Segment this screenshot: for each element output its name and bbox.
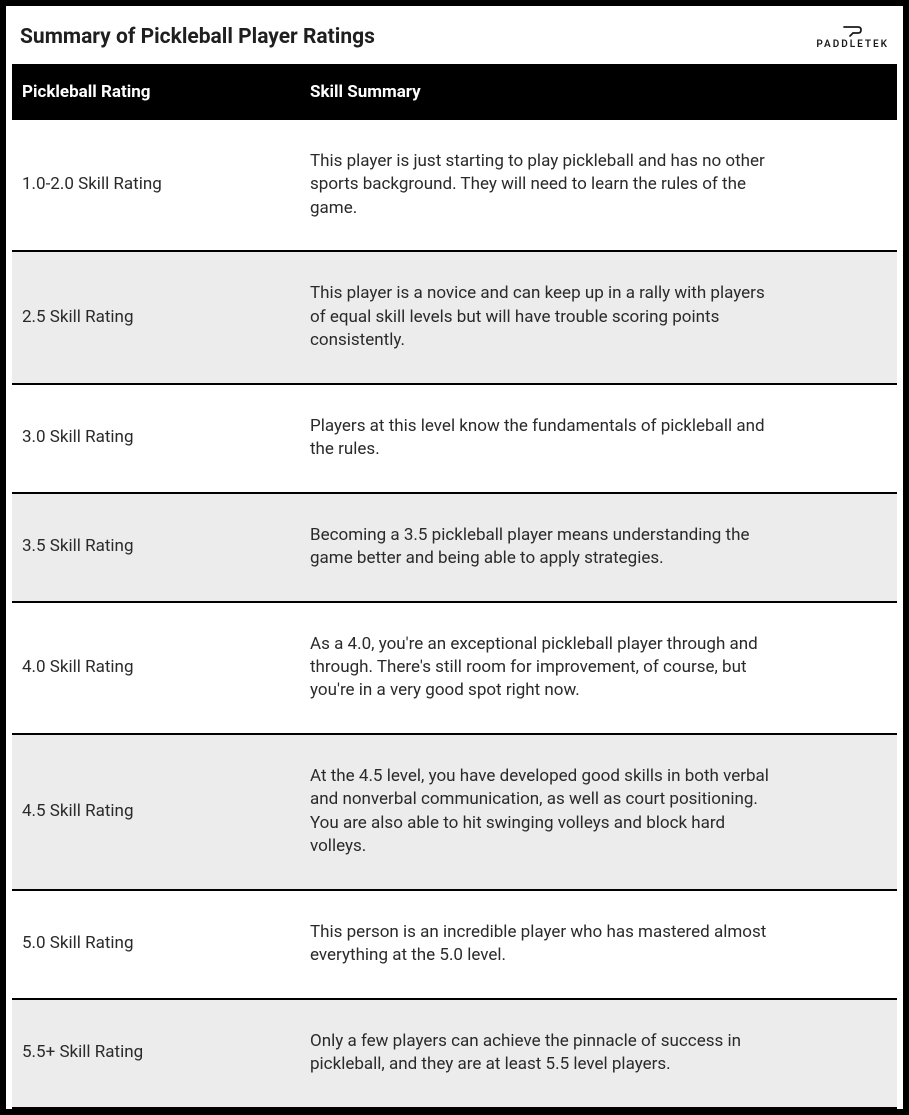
rating-cell: 2.5 Skill Rating xyxy=(12,251,300,383)
paddletek-icon xyxy=(843,24,863,38)
col-header-summary: Skill Summary xyxy=(300,64,897,120)
rating-cell: 3.0 Skill Rating xyxy=(12,384,300,493)
table-row: 5.0 Skill Rating This person is an incre… xyxy=(12,890,897,999)
summary-cell: This person is an incredible player who … xyxy=(300,890,897,999)
ratings-table: Pickleball Rating Skill Summary 1.0-2.0 … xyxy=(12,64,897,1109)
rating-cell: 4.0 Skill Rating xyxy=(12,602,300,734)
rating-cell: 3.5 Skill Rating xyxy=(12,493,300,602)
table-row: 4.5 Skill Rating At the 4.5 level, you h… xyxy=(12,734,897,890)
summary-cell: Becoming a 3.5 pickleball player means u… xyxy=(300,493,897,602)
table-row: 4.0 Skill Rating As a 4.0, you're an exc… xyxy=(12,602,897,734)
rating-cell: 5.0 Skill Rating xyxy=(12,890,300,999)
summary-cell: Only a few players can achieve the pinna… xyxy=(300,999,897,1108)
summary-cell: Players at this level know the fundament… xyxy=(300,384,897,493)
table-row: 3.0 Skill Rating Players at this level k… xyxy=(12,384,897,493)
summary-cell: This player is just starting to play pic… xyxy=(300,120,897,251)
table-row: 5.5+ Skill Rating Only a few players can… xyxy=(12,999,897,1108)
header-row: Summary of Pickleball Player Ratings PAD… xyxy=(6,6,903,64)
table-row: 3.5 Skill Rating Becoming a 3.5 pickleba… xyxy=(12,493,897,602)
brand-logo: PADDLETEK xyxy=(816,24,889,50)
rating-cell: 5.5+ Skill Rating xyxy=(12,999,300,1108)
table-row: 1.0-2.0 Skill Rating This player is just… xyxy=(12,120,897,251)
table-row: 2.5 Skill Rating This player is a novice… xyxy=(12,251,897,383)
table-header-row: Pickleball Rating Skill Summary xyxy=(12,64,897,120)
summary-cell: As a 4.0, you're an exceptional pickleba… xyxy=(300,602,897,734)
summary-cell: This player is a novice and can keep up … xyxy=(300,251,897,383)
rating-cell: 1.0-2.0 Skill Rating xyxy=(12,120,300,251)
summary-cell: At the 4.5 level, you have developed goo… xyxy=(300,734,897,890)
page-title: Summary of Pickleball Player Ratings xyxy=(20,25,375,49)
rating-cell: 4.5 Skill Rating xyxy=(12,734,300,890)
col-header-rating: Pickleball Rating xyxy=(12,64,300,120)
brand-name: PADDLETEK xyxy=(816,39,889,50)
page-container: Summary of Pickleball Player Ratings PAD… xyxy=(6,6,903,1109)
